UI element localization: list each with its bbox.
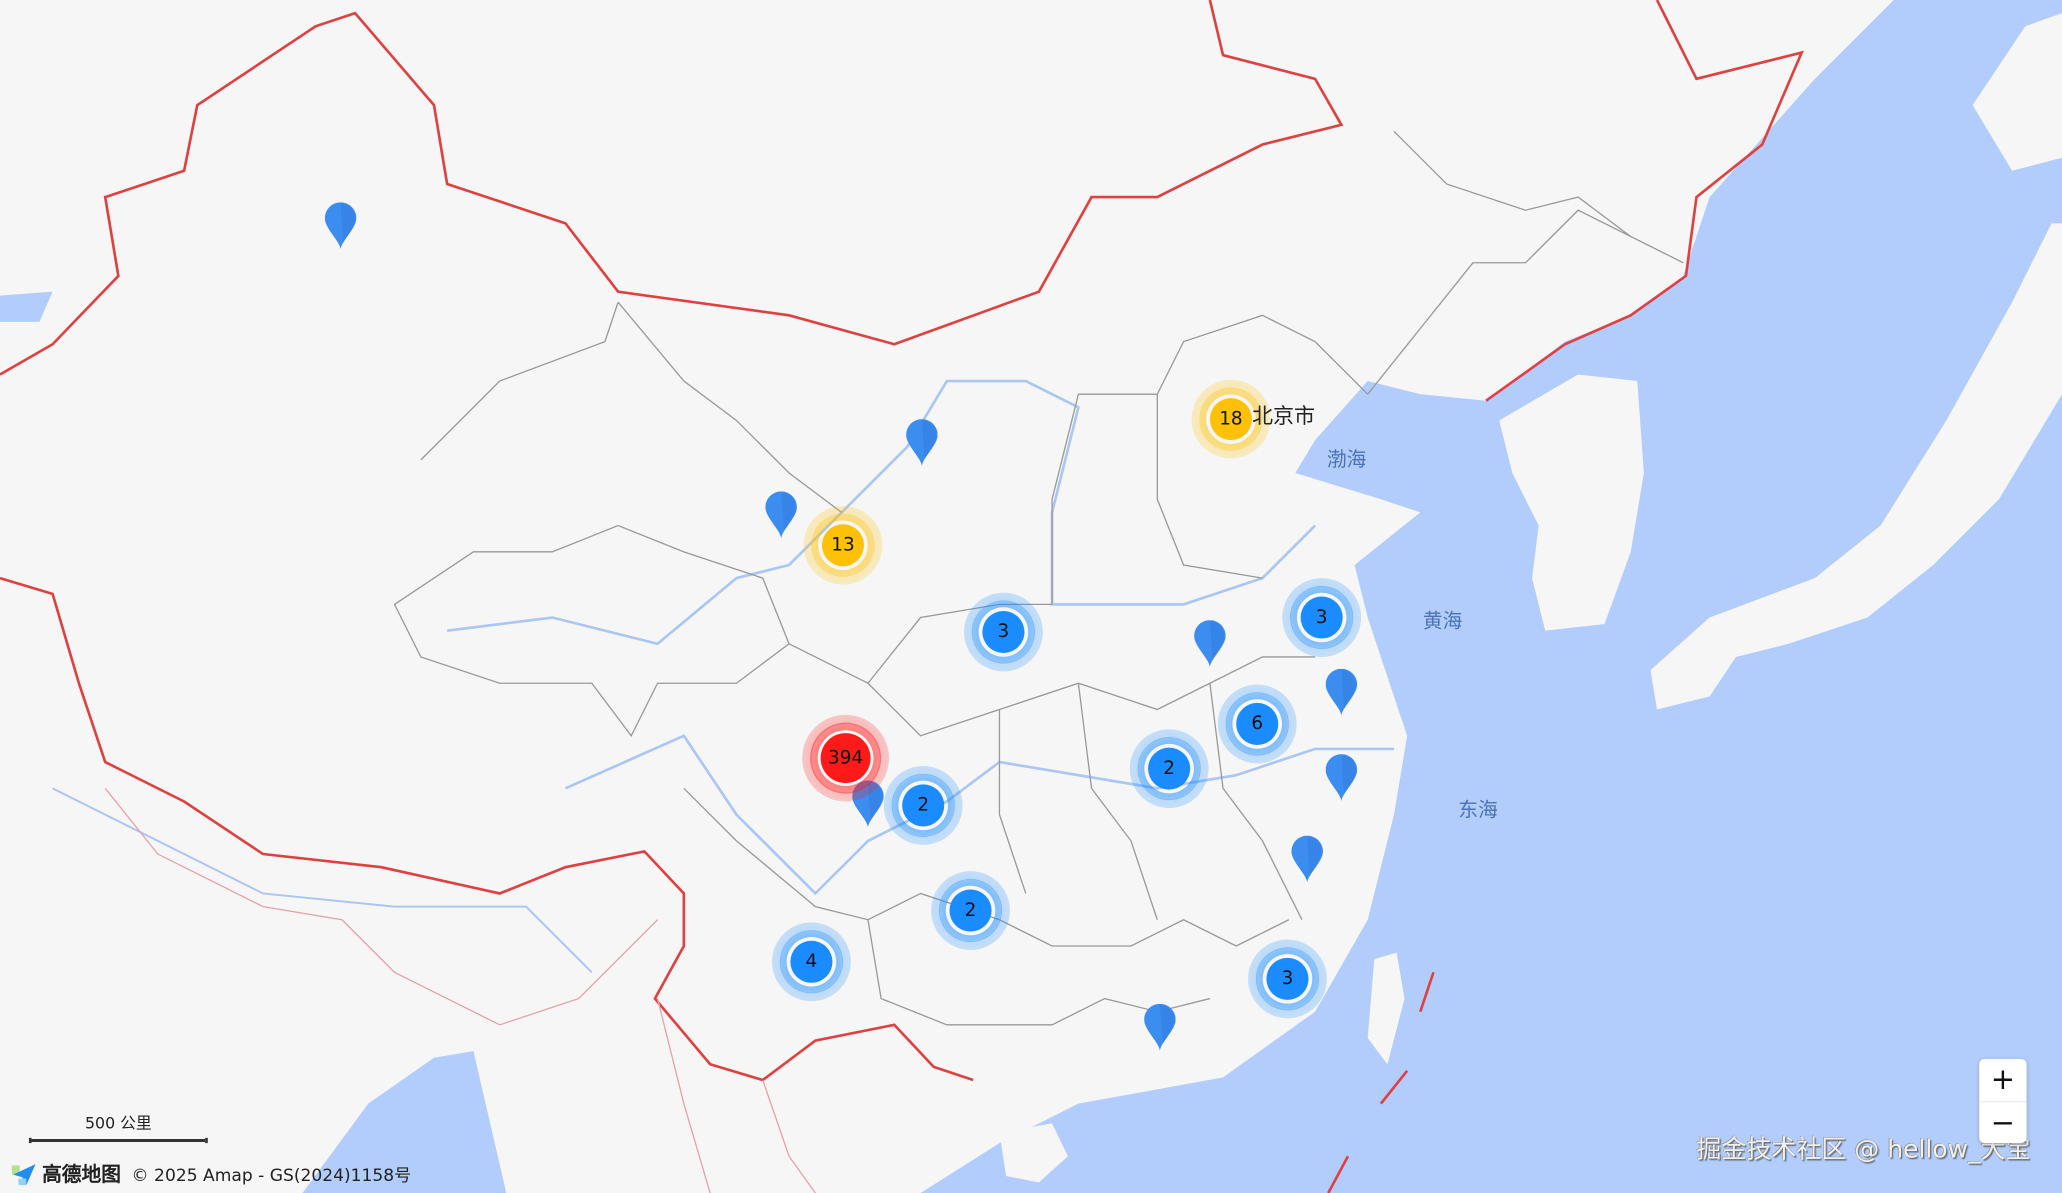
cluster-count: 18: [1209, 398, 1252, 441]
national-border: [0, 0, 1804, 1193]
zoom-out-button[interactable]: −: [1979, 1101, 2027, 1144]
cluster-count: 13: [821, 524, 865, 567]
cluster-count: 394: [820, 733, 871, 784]
cluster-marker-low[interactable]: 2: [883, 766, 963, 845]
scale-line: [28, 1137, 208, 1144]
sea-label-bohai: 渤海: [1326, 447, 1367, 472]
sea-label-yellow-sea: 黄海: [1422, 608, 1463, 633]
cluster-count: 4: [790, 940, 833, 983]
location-pin-icon[interactable]: [324, 202, 357, 250]
location-pin-icon[interactable]: [852, 780, 884, 828]
cluster-marker-low[interactable]: 6: [1217, 684, 1297, 764]
amap-logo-icon: [11, 1163, 36, 1185]
sea-label-east-sea: 东海: [1458, 798, 1498, 822]
location-pin-icon[interactable]: [765, 491, 797, 539]
cluster-count: 3: [1300, 596, 1343, 639]
korea: [1499, 374, 1644, 631]
scale-bar: 500 公里: [28, 1112, 208, 1144]
location-pin-icon[interactable]: [1194, 620, 1226, 668]
west-lake: [0, 291, 53, 322]
taiwan: [1367, 952, 1405, 1065]
cluster-count: 2: [902, 784, 945, 827]
foreign-borders: [104, 787, 816, 1193]
cluster-count: 3: [1266, 957, 1309, 1000]
river-west: [52, 787, 593, 973]
cluster-marker-high[interactable]: 394: [802, 714, 890, 802]
bay-of-bengal: [302, 1051, 507, 1193]
watermark: 掘金技术社区 @ hellow_大宝: [1696, 1135, 2031, 1165]
cluster-count: 2: [949, 889, 992, 932]
hokkaido: [1972, 13, 2062, 171]
yellow-river: [446, 379, 1317, 646]
province-borders: [393, 130, 1684, 1026]
cluster-marker-low[interactable]: 3: [1282, 578, 1362, 657]
hainan: [999, 1123, 1068, 1183]
map-footer: 高德地图 © 2025 Amap - GS(2024)1158号: [11, 1160, 412, 1188]
city-label-beijing: 北京市: [1251, 403, 1316, 429]
cluster-marker-medium[interactable]: 18: [1191, 379, 1271, 459]
location-pin-icon[interactable]: [906, 419, 938, 467]
cluster-marker-low[interactable]: 3: [1248, 939, 1327, 1019]
east-sea: [920, 0, 2062, 1193]
cluster-marker-low[interactable]: 4: [771, 922, 851, 1002]
location-pin-icon[interactable]: [1291, 835, 1323, 883]
cluster-marker-low[interactable]: 2: [931, 871, 1010, 950]
cluster-marker-low[interactable]: 2: [1129, 729, 1209, 809]
cluster-marker-low[interactable]: 3: [963, 592, 1043, 672]
cluster-count: 2: [1148, 747, 1191, 790]
cluster-count: 3: [982, 610, 1025, 654]
location-pin-icon[interactable]: [1144, 1003, 1176, 1052]
zoom-control: + −: [1979, 1059, 2027, 1144]
copyright-text: © 2025 Amap - GS(2024)1158号: [131, 1166, 412, 1187]
yangtze-river: [564, 734, 1395, 896]
amap-logo-text: 高德地图: [42, 1162, 122, 1187]
location-pin-icon[interactable]: [1325, 754, 1358, 802]
cluster-count: 6: [1236, 702, 1279, 745]
zoom-in-button[interactable]: +: [1990, 1063, 2016, 1097]
scale-label: 500 公里: [84, 1114, 152, 1133]
location-pin-icon[interactable]: [1325, 668, 1358, 717]
japan: [1650, 223, 2062, 710]
cluster-marker-medium[interactable]: 13: [803, 505, 883, 585]
